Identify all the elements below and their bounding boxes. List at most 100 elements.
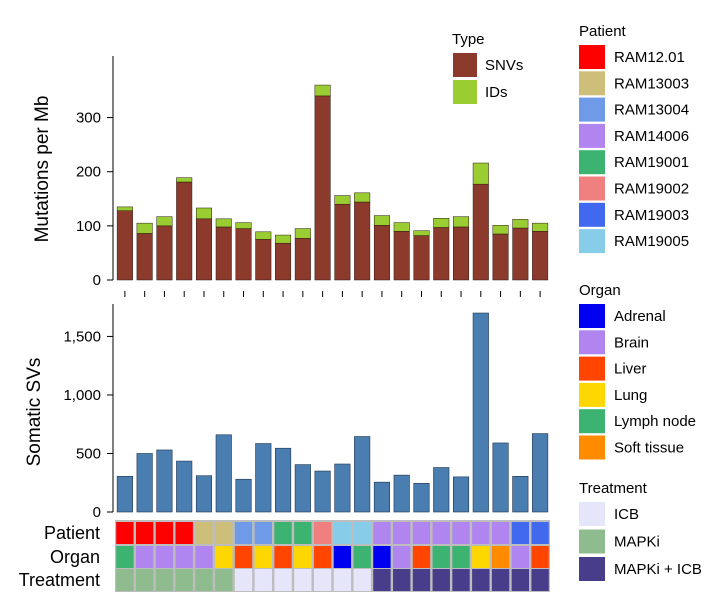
sv-bar: [433, 467, 450, 513]
organ-legend: Organ Adrenal Brain Liver Lung Lymph node Soft…: [579, 282, 696, 460]
annotation-tile: [412, 522, 431, 544]
svs-y-tick-label: 1,500: [63, 328, 101, 345]
legend-label: RAM14006: [614, 128, 689, 145]
id-bar: [255, 231, 272, 240]
svs-axes: 0 500 1,000 1,500: [63, 304, 114, 521]
id-bar: [373, 215, 390, 226]
annotation-tile: [234, 522, 253, 544]
annotation-tile: [195, 546, 213, 568]
snv-bar: [275, 242, 292, 281]
annotation-row-label: Organ: [50, 547, 100, 567]
id-bar: [532, 222, 549, 232]
annotation-tile: [393, 569, 411, 591]
sv-bar: [275, 447, 292, 513]
annotation-tile: [432, 546, 450, 568]
legend-label: ICB: [614, 506, 639, 523]
annotation-tile: [373, 569, 391, 591]
legend-label: RAM12.01: [614, 49, 685, 66]
snv-bar: [492, 233, 509, 281]
id-bar: [294, 228, 311, 239]
sv-bar: [314, 470, 331, 513]
annotation-tile: [215, 522, 233, 544]
snv-bar: [472, 183, 489, 281]
legend-label: Adrenal: [614, 308, 666, 325]
annotation-tile: [531, 569, 549, 591]
legend-swatch: [579, 45, 605, 69]
snv-bar: [433, 227, 450, 281]
legend-label: RAM13004: [614, 102, 689, 119]
svs-panel: Somatic SVs 0 500 1,000 1,500: [24, 304, 549, 521]
annotation-tile: [452, 569, 470, 591]
svs-y-tick-label: 0: [93, 504, 101, 521]
legend-swatch: [579, 71, 605, 96]
snv-bar: [235, 228, 252, 281]
legend-swatch: [579, 304, 605, 328]
annotation-tile: [294, 546, 312, 568]
annotation-tile: [135, 522, 154, 544]
annotation-tile: [353, 522, 371, 544]
annotation-tile: [274, 522, 292, 544]
snv-bar: [453, 226, 470, 281]
legend-label: Lymph node: [614, 413, 696, 430]
legend-label: Brain: [614, 334, 649, 351]
annotation-tile: [491, 522, 510, 544]
annotation-tile: [116, 546, 134, 568]
annotation-tile: [333, 569, 352, 591]
legend-swatch: [579, 229, 605, 254]
annotation-tile: [472, 569, 490, 591]
annotation-tile: [116, 522, 134, 544]
legend-label: MAPKi: [614, 534, 660, 551]
legend-swatch: [579, 409, 605, 434]
snv-bar: [116, 210, 133, 281]
id-bar: [433, 218, 450, 228]
annotation-tile: [353, 569, 371, 591]
id-bar: [413, 230, 430, 236]
annotation-tile: [155, 546, 174, 568]
annotation-tile: [254, 569, 272, 591]
sv-bar: [116, 476, 133, 513]
annotation-tile: [393, 546, 411, 568]
sv-bar: [373, 481, 390, 513]
legend-swatch: [579, 557, 605, 581]
type-legend-swatch: [453, 80, 477, 104]
annotation-tile: [215, 546, 233, 568]
id-bar: [275, 234, 292, 244]
sv-bar: [413, 483, 430, 513]
annotation-tile: [155, 522, 174, 544]
mutations-bars: [116, 84, 549, 281]
snv-bar: [156, 225, 173, 281]
legend-swatch: [579, 123, 605, 148]
svs-y-tick-label: 500: [76, 445, 101, 462]
snv-bar: [314, 95, 331, 281]
sv-bar: [255, 443, 272, 513]
type-legend-title: Type: [452, 31, 485, 48]
annotation-tile: [234, 546, 253, 568]
sv-bar: [156, 449, 173, 513]
mutations-y-tick-label: 100: [76, 218, 101, 235]
svs-y-tick-label: 1,000: [63, 387, 101, 404]
snv-bar: [215, 226, 232, 281]
snv-bar: [354, 201, 371, 281]
legend-swatch: [579, 97, 605, 122]
annotation-tile: [472, 546, 490, 568]
snv-bar: [532, 231, 549, 281]
id-bar: [176, 177, 193, 183]
id-bar: [116, 206, 133, 211]
id-bar: [195, 207, 212, 220]
type-legend-label: IDs: [485, 84, 508, 101]
annotation-tiles: Patient Organ Treatment: [19, 520, 550, 592]
annotation-tile: [294, 569, 312, 591]
legend-swatch: [579, 150, 605, 175]
annotation-tile: [175, 522, 193, 544]
legend-swatch: [579, 356, 605, 381]
id-bar: [354, 192, 371, 203]
annotation-tile: [511, 569, 530, 591]
annotation-tile: [393, 522, 411, 544]
legend-swatch: [579, 202, 605, 227]
annotation-tile: [452, 546, 470, 568]
id-bar: [156, 216, 173, 227]
treatment-legend: Treatment ICB MAPKi MAPKi + ICB: [579, 480, 702, 581]
snv-bar: [393, 231, 410, 281]
sv-bar: [512, 476, 529, 513]
legend-label: Liver: [614, 361, 647, 378]
